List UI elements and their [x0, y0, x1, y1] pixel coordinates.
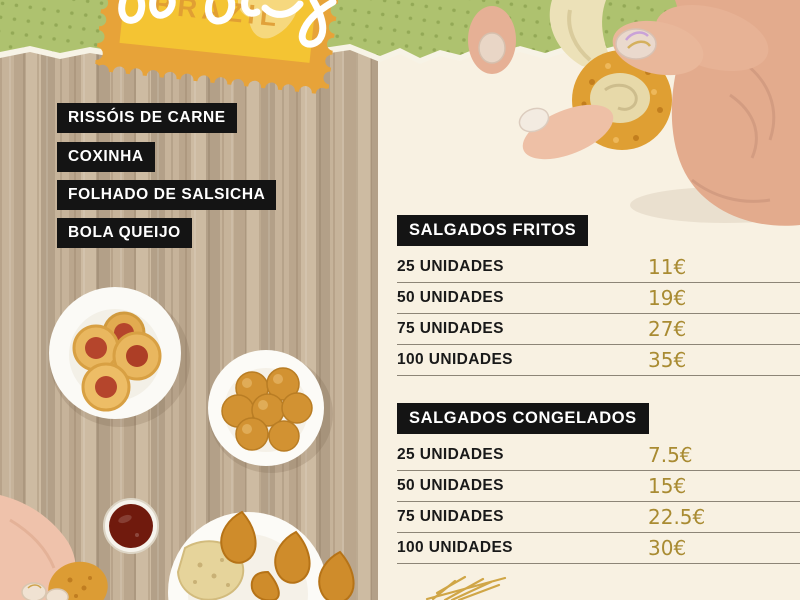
congelados-price-table: 25 UNIDADES 7.5€ 50 UNIDADES 15€ 75 UNID…	[397, 440, 800, 564]
price-row: 25 UNIDADES 7.5€	[397, 440, 800, 471]
menu-item-folhado: FOLHADO DE SALSICHA	[57, 180, 277, 210]
price-row: 100 UNIDADES 35€	[397, 345, 800, 376]
quantity-label: 50 UNIDADES	[397, 289, 504, 306]
quantity-label: 100 UNIDADES	[397, 351, 513, 368]
quantity-label: 100 UNIDADES	[397, 539, 513, 556]
fritos-price-table: 25 UNIDADES 11€ 50 UNIDADES 19€ 75 UNIDA…	[397, 252, 800, 376]
menu-item-rissois: RISSÓIS DE CARNE	[57, 103, 237, 133]
price-row: 75 UNIDADES 22.5€	[397, 502, 800, 533]
price-value: 19€	[648, 286, 687, 310]
menu-item-coxinha: COXINHA	[57, 142, 155, 172]
section-title-fritos: SALGADOS FRITOS	[397, 215, 589, 246]
price-row: 100 UNIDADES 30€	[397, 533, 800, 564]
menu-item-bola-queijo: BOLA QUEIJO	[57, 218, 192, 248]
quantity-label: 75 UNIDADES	[397, 320, 504, 337]
price-value: 27€	[648, 317, 687, 341]
section-title-congelados: SALGADOS CONGELADOS	[397, 403, 649, 434]
palm-leaf-icon	[425, 575, 507, 600]
price-value: 11€	[648, 255, 687, 279]
price-value: 30€	[648, 536, 687, 560]
price-row: 75 UNIDADES 27€	[397, 314, 800, 345]
price-row: 50 UNIDADES 19€	[397, 283, 800, 314]
price-row: 50 UNIDADES 15€	[397, 471, 800, 502]
hand-holding-cheese-ball	[468, 0, 800, 226]
quantity-label: 25 UNIDADES	[397, 446, 504, 463]
price-row: 25 UNIDADES 11€	[397, 252, 800, 283]
price-value: 22.5€	[648, 505, 706, 529]
price-value: 7.5€	[648, 443, 693, 467]
price-value: 15€	[648, 474, 687, 498]
quantity-label: 25 UNIDADES	[397, 258, 504, 275]
price-value: 35€	[648, 348, 687, 372]
quantity-label: 50 UNIDADES	[397, 477, 504, 494]
quantity-label: 75 UNIDADES	[397, 508, 504, 525]
